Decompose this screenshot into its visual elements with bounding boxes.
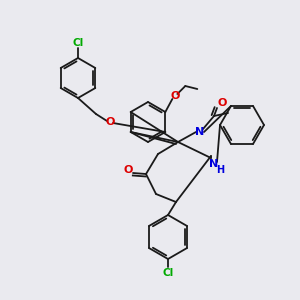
Text: N: N	[209, 159, 219, 169]
Text: Cl: Cl	[162, 268, 174, 278]
Text: O: O	[123, 165, 133, 175]
Text: O: O	[217, 98, 227, 108]
Text: Cl: Cl	[72, 38, 84, 48]
Text: N: N	[195, 127, 205, 137]
Text: O: O	[171, 91, 180, 101]
Text: O: O	[105, 117, 115, 127]
Text: H: H	[216, 165, 224, 175]
